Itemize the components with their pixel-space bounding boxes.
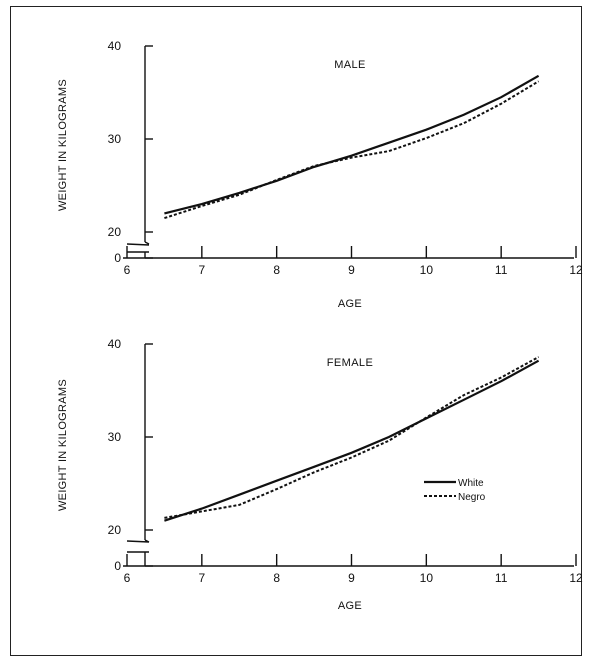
panel-1-chart-title: MALE: [334, 59, 366, 71]
panel-2-x-tick-label: 12: [569, 571, 583, 585]
panel-1-series-line-white: [164, 74, 540, 215]
panel-2-x-tick-label: 9: [348, 571, 355, 585]
panel-2-axis-break-bottom: [127, 551, 149, 566]
panel-2-y-axis-title: WEIGHT IN KILOGRAMS: [57, 379, 69, 511]
panel-1-y-tick-label: 30: [108, 132, 122, 146]
panel-2-series-line-negro: [164, 356, 540, 519]
panel-2-series-line-white: [164, 359, 540, 522]
panel-2-x-tick-label: 6: [124, 571, 131, 585]
panel-1-series-line-negro: [164, 80, 540, 220]
panel-2-x-tick-label: 8: [273, 571, 280, 585]
panel-1-y-axis-title: WEIGHT IN KILOGRAMS: [57, 79, 69, 211]
panel-1-x-tick-label: 11: [495, 263, 508, 277]
panel-2-x-axis-title: AGE: [338, 600, 362, 612]
panel-1-x-tick-label: 8: [273, 263, 280, 277]
panel-1-axis-break-top: [126, 241, 150, 246]
panel-2-y-tick-label: 0: [114, 559, 121, 573]
panel-1-y-tick-label: 20: [108, 225, 122, 239]
panel-2-legend-label-negro: Negro: [458, 492, 486, 503]
panel-1-x-axis-title: AGE: [338, 298, 362, 310]
panel-2-legend-label-white: White: [458, 478, 484, 489]
panel-1-x-tick-label: 7: [198, 263, 205, 277]
panel-2-axis-break-top: [126, 539, 150, 543]
panel-2-x-tick-label: 7: [198, 571, 205, 585]
panel-2-y-tick-label: 30: [108, 430, 122, 444]
panel-1-x-tick-label: 9: [348, 263, 355, 277]
panel-1-x-tick-label: 6: [124, 263, 131, 277]
panel-1-axis-break-bottom: [127, 251, 149, 258]
panel-2-y-tick-label: 40: [108, 337, 122, 351]
panel-2-x-tick-label: 11: [495, 571, 508, 585]
panel-2-x-tick-label: 10: [420, 571, 434, 585]
panel-1-x-tick-label: 12: [569, 263, 583, 277]
panel-2-y-tick-label: 20: [108, 523, 122, 537]
panel-1-y-tick-label: 40: [108, 39, 122, 53]
panel-2-chart-title: FEMALE: [327, 357, 373, 369]
panel-1-x-tick-label: 10: [420, 263, 434, 277]
panel-1-y-tick-label: 0: [114, 251, 121, 265]
figure-frame: [10, 6, 582, 656]
